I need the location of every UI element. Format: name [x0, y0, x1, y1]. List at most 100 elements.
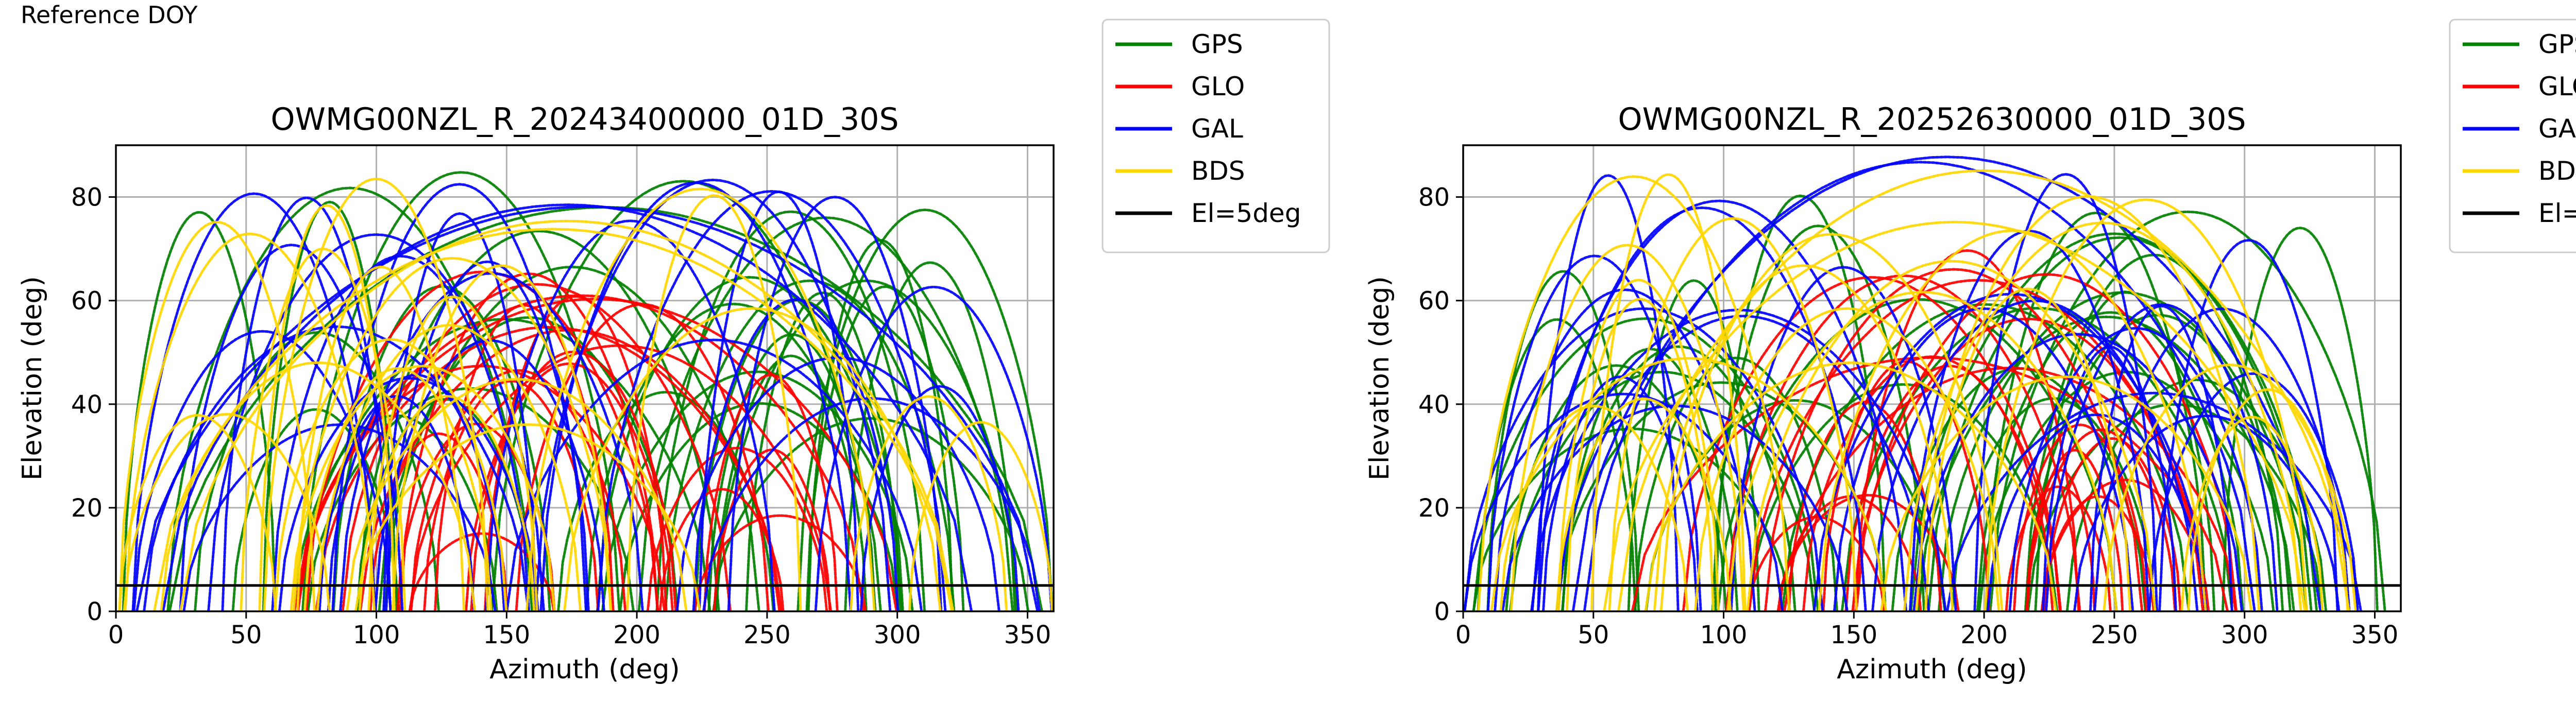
satellite-pass-bds — [274, 338, 508, 611]
y-axis-label: Elevation (deg) — [1364, 276, 1395, 481]
satellite-pass-gps — [231, 408, 400, 611]
chart-title: OWMG00NZL_R_20252630000_01D_30S — [1618, 101, 2246, 138]
x-tick-label: 300 — [874, 621, 921, 649]
y-tick-label: 20 — [1418, 494, 1450, 523]
satellite-pass-gal — [1730, 266, 1957, 611]
satellite-pass-gal — [2093, 307, 2351, 611]
satellite-pass-bds — [1590, 173, 1747, 611]
satellite-tracks — [118, 171, 1054, 611]
satellite-pass-bds — [1746, 260, 2157, 611]
satellite-pass-bds — [391, 264, 612, 611]
satellite-pass-gal — [727, 196, 943, 611]
satellite-pass-bds — [1915, 195, 2261, 611]
satellite-pass-gal — [278, 376, 539, 611]
x-tick-label: 300 — [2221, 621, 2268, 649]
satellite-pass-gal — [1486, 254, 1702, 611]
x-tick-label: 200 — [1960, 621, 2008, 649]
satellite-pass-bds — [525, 187, 876, 611]
satellite-pass-bds — [1555, 397, 1732, 611]
x-axis-label: Azimuth (deg) — [1837, 654, 2027, 685]
satellite-pass-bds — [1659, 233, 2004, 611]
legend: GPS GLO GAL BDS El=5deg — [1101, 19, 1330, 253]
x-tick-label: 250 — [743, 621, 791, 649]
x-tick-label: 150 — [483, 621, 531, 649]
satellite-pass-bds — [2187, 388, 2349, 611]
satellite-pass-gal — [675, 356, 1001, 611]
satellite-pass-bds — [303, 367, 493, 611]
legend-label: GAL — [1191, 114, 1243, 144]
satellite-pass-gal — [179, 244, 404, 611]
satellite-pass-gps — [655, 210, 926, 611]
satellite-pass-gal — [2045, 303, 2279, 611]
legend-label: GLO — [1191, 72, 1245, 101]
satellite-pass-bds — [152, 228, 953, 611]
y-axis-label: Elevation (deg) — [17, 276, 48, 481]
satellite-pass-gal — [1494, 288, 1756, 611]
satellite-tracks — [1463, 156, 2386, 611]
x-tick-label: 100 — [353, 621, 400, 649]
satellite-pass-glo — [315, 325, 783, 611]
satellite-pass-gps — [490, 180, 877, 611]
x-tick-label: 350 — [1004, 621, 1052, 649]
satellite-pass-gps — [805, 285, 965, 611]
y-tick-label: 40 — [71, 390, 103, 419]
satellite-pass-bds — [1565, 298, 1715, 611]
satellite-pass-gal — [135, 205, 1039, 611]
satellite-pass-glo — [1776, 493, 1960, 611]
satellite-pass-bds — [1984, 198, 2308, 611]
satellite-pass-bds — [1644, 361, 2058, 611]
satellite-pass-bds — [354, 423, 701, 611]
y-tick-label: 20 — [71, 494, 103, 523]
satellite-pass-bds — [1490, 357, 1888, 611]
satellite-pass-gps — [1627, 279, 1760, 611]
legend-label: GPS — [1191, 29, 1243, 59]
satellite-pass-gal — [484, 219, 776, 611]
chart-title: OWMG00NZL_R_20243400000_01D_30S — [270, 101, 899, 138]
legend: GPS GLO GAL BDS El=5deg — [2449, 19, 2576, 253]
legend-label: El=5deg — [1191, 198, 1301, 228]
satellite-pass-bds — [367, 295, 538, 611]
legend-label: GPS — [2538, 29, 2576, 59]
satellite-pass-gal — [2158, 238, 2339, 611]
satellite-pass-gal — [385, 260, 590, 611]
satellite-pass-gal — [539, 181, 852, 611]
satellite-pass-glo — [693, 514, 867, 611]
satellite-pass-bds — [1557, 279, 1720, 611]
satellite-pass-glo — [646, 447, 828, 611]
x-tick-label: 150 — [1831, 621, 1878, 649]
satellite-pass-gal — [698, 190, 860, 611]
satellite-pass-glo — [408, 344, 833, 611]
series-bds — [1477, 169, 2357, 611]
y-tick-label: 0 — [1434, 597, 1450, 626]
satellite-pass-bds — [1617, 169, 2350, 611]
satellite-pass-gps — [2221, 226, 2379, 611]
x-tick-label: 200 — [613, 621, 660, 649]
satellite-pass-glo — [658, 488, 785, 611]
satellite-pass-bds — [123, 413, 331, 611]
legend-box — [2449, 19, 2576, 253]
x-tick-label: 0 — [108, 621, 124, 649]
y-tick-label: 60 — [1418, 287, 1450, 316]
skyplot-panel-2: 0 50 100 150 200 250 300 350 0 20 40 60 80 OWMG00NZL_… — [1364, 19, 2576, 685]
satellite-pass-gps — [1505, 364, 1728, 611]
satellite-pass-bds — [1879, 375, 2253, 611]
satellite-pass-gps — [844, 261, 1016, 611]
satellite-pass-glo — [2025, 469, 2096, 611]
satellite-pass-gal — [271, 254, 531, 611]
satellite-pass-bds — [290, 365, 556, 611]
satellite-pass-gal — [859, 385, 1020, 611]
satellite-pass-gps — [745, 291, 901, 611]
satellite-pass-bds — [2180, 416, 2324, 611]
y-tick-label: 80 — [71, 183, 103, 212]
satellite-pass-gal — [505, 338, 923, 611]
reference-doy-label: Reference DOY — [21, 1, 198, 29]
legend-box — [1101, 19, 1330, 253]
satellite-pass-bds — [296, 265, 466, 611]
x-tick-label: 100 — [1700, 621, 1748, 649]
satellite-pass-gal — [382, 212, 537, 611]
satellite-pass-bds — [1653, 264, 1954, 611]
satellite-pass-gal — [221, 196, 392, 611]
satellite-pass-gps — [601, 370, 914, 611]
satellite-pass-gps — [262, 200, 398, 611]
satellite-pass-gps — [122, 211, 277, 611]
